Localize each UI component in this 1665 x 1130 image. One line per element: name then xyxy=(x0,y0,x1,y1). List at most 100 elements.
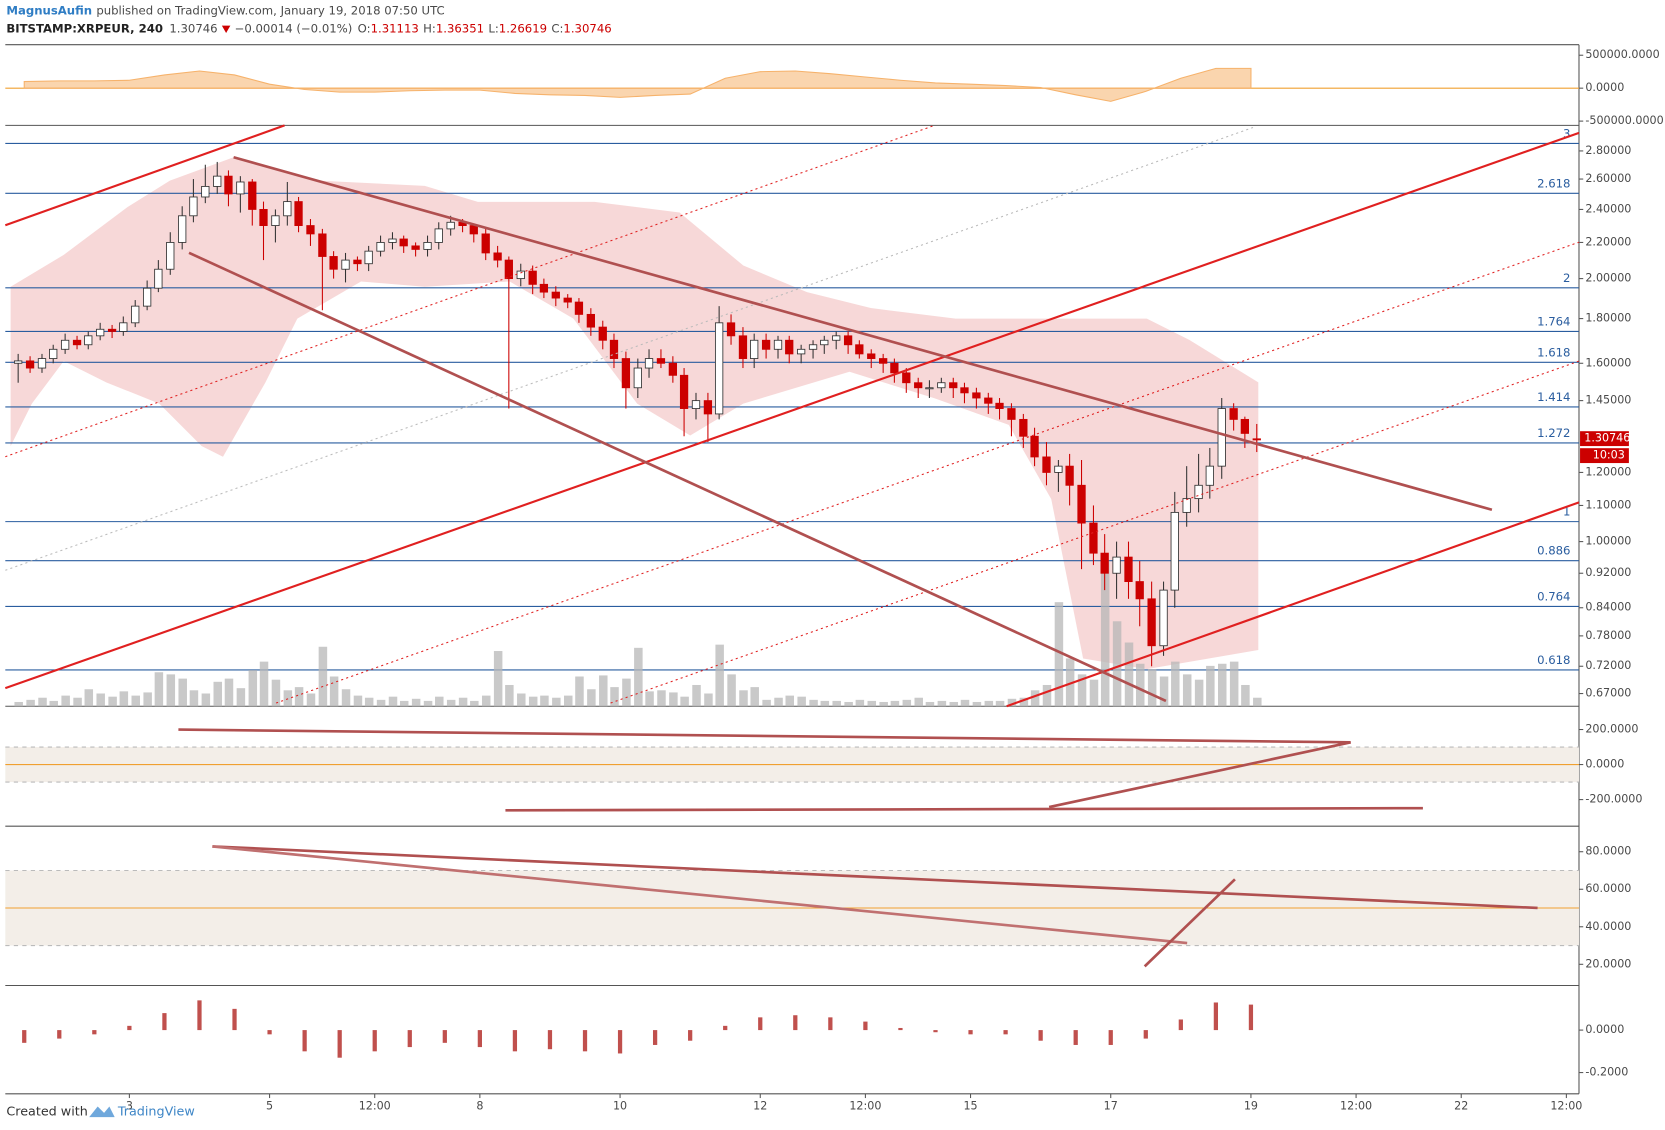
candle-body xyxy=(399,238,408,247)
volume-bar xyxy=(259,661,269,707)
volume-bar xyxy=(1100,560,1110,707)
y-tick-label: 0.67000 xyxy=(1585,687,1631,700)
candle-body xyxy=(1170,511,1179,591)
candle-body xyxy=(539,283,549,293)
down-arrow xyxy=(221,25,231,34)
histogram-bar xyxy=(162,1013,167,1031)
histogram-bar xyxy=(442,1030,447,1043)
candle-body xyxy=(341,259,350,270)
candle-body xyxy=(1065,465,1074,486)
candle-body xyxy=(25,360,35,369)
y-tick-label: 2.20000 xyxy=(1585,235,1631,248)
x-tick-label: 12:00 xyxy=(1550,1100,1582,1113)
volume-bar xyxy=(224,678,234,707)
y-tick-label: 2.00000 xyxy=(1585,272,1631,285)
volume-bar xyxy=(446,699,456,707)
volume-bar xyxy=(1124,642,1134,707)
volume-bar xyxy=(1135,663,1145,707)
volume-bar xyxy=(762,699,771,707)
fib-label: 1.272 xyxy=(1537,426,1570,440)
trend-line xyxy=(188,251,1167,703)
volume-bar xyxy=(925,701,935,707)
candle-body xyxy=(306,225,315,235)
y-tick-label: 20.0000 xyxy=(1585,957,1631,970)
volume-bar xyxy=(1253,697,1262,707)
volume-bar xyxy=(166,674,176,707)
volume-bar xyxy=(236,688,246,707)
candle-body xyxy=(621,358,631,389)
volume-bar xyxy=(914,697,923,707)
candle-body xyxy=(1054,465,1063,473)
fib-label: 1.618 xyxy=(1537,345,1570,359)
candle-body xyxy=(761,339,771,350)
candle-body xyxy=(96,328,105,337)
y-tick-label: 1.20000 xyxy=(1585,465,1631,478)
candle-body xyxy=(189,196,198,217)
x-tick-label: 5 xyxy=(266,1100,273,1113)
trend-line xyxy=(4,124,285,227)
volume-bar xyxy=(341,689,351,707)
histogram-bar xyxy=(372,1030,377,1052)
y-tick-label: 2.40000 xyxy=(1585,202,1631,215)
volume-bar xyxy=(248,670,258,707)
volume-bar xyxy=(306,693,316,707)
candle-body xyxy=(294,201,303,226)
candle-body xyxy=(598,326,607,341)
histogram-bar xyxy=(547,1030,553,1050)
footer-created: Created with xyxy=(6,1104,87,1119)
volume-bar xyxy=(189,690,199,707)
volume-bar xyxy=(1218,663,1227,707)
y-tick-label: -500000.0000 xyxy=(1585,114,1663,127)
y-tick-label: 2.80000 xyxy=(1585,144,1631,157)
histogram-bar xyxy=(933,1030,938,1033)
volume-bar xyxy=(727,674,736,707)
histogram-bar xyxy=(1108,1030,1113,1045)
volume-bar xyxy=(1182,674,1192,707)
volume-bar xyxy=(423,700,433,707)
histogram-bar xyxy=(1003,1030,1008,1035)
price-tag-label: 1.30746 xyxy=(1584,432,1630,445)
volume-bar xyxy=(435,696,444,707)
y-tick-label: 0.0000 xyxy=(1585,758,1624,771)
candle-body xyxy=(914,382,923,389)
volume-bar xyxy=(552,697,561,707)
y-tick-label: 0.78000 xyxy=(1585,629,1631,642)
author[interactable]: MagnusAufin xyxy=(6,3,92,17)
candle-body xyxy=(1147,598,1156,647)
y-tick-label: 0.0000 xyxy=(1585,1023,1624,1036)
volume-bar xyxy=(587,689,596,707)
volume-bar xyxy=(154,672,164,707)
y-tick-label: 500000.0000 xyxy=(1585,48,1659,61)
pane: 80.0000 60.0000 40.0000 20.0000 xyxy=(5,845,1631,970)
candle-body xyxy=(609,339,619,359)
area xyxy=(23,67,1252,102)
candle-body xyxy=(49,348,58,359)
candle-body xyxy=(902,372,911,384)
fib-label: 1.414 xyxy=(1537,390,1570,404)
histogram-bar xyxy=(688,1030,693,1041)
volume-bar xyxy=(902,699,912,707)
volume-bar xyxy=(960,699,970,707)
fib-label: 0.618 xyxy=(1537,653,1570,667)
volume-bar xyxy=(294,687,304,707)
y-tick-label: 2.60000 xyxy=(1585,172,1631,185)
volume-bar xyxy=(669,692,678,707)
volume-bar xyxy=(481,695,491,707)
y-tick-label: 80.0000 xyxy=(1585,845,1631,858)
candle-body xyxy=(1042,456,1051,473)
volume-bar xyxy=(1147,669,1157,707)
trend-line xyxy=(505,806,1423,812)
histogram-bar xyxy=(968,1030,973,1035)
x-tick-label: 19 xyxy=(1244,1100,1258,1113)
volume-bar xyxy=(564,695,573,707)
candle-body xyxy=(166,242,175,270)
volume-bar xyxy=(1007,698,1017,707)
candle-body xyxy=(1124,556,1133,583)
trend-line xyxy=(212,845,1188,945)
volume-bar xyxy=(108,696,117,707)
candle-body xyxy=(574,301,584,315)
candle-body xyxy=(563,297,572,303)
volume-bar xyxy=(774,697,783,707)
footer-brand[interactable]: TradingView xyxy=(117,1104,195,1119)
volume-bar xyxy=(458,697,468,707)
